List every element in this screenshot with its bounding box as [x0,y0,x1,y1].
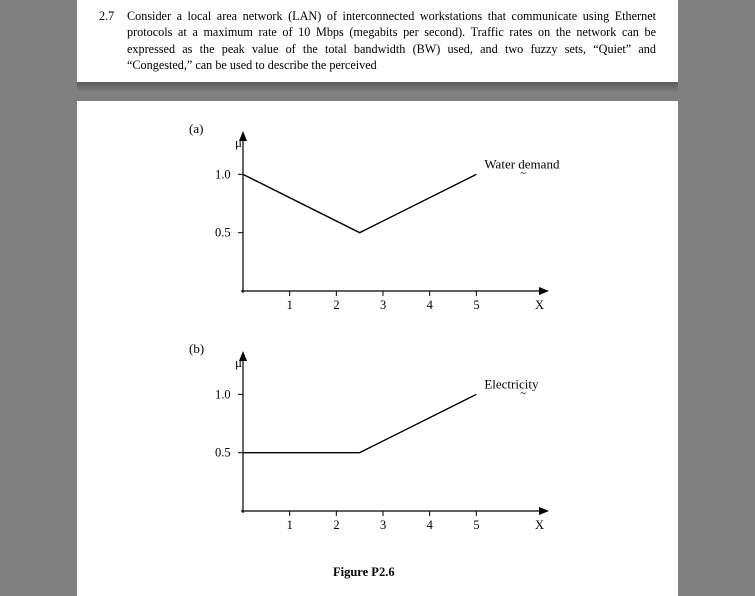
svg-text:5: 5 [473,518,479,532]
svg-text:3: 3 [380,518,386,532]
page-bottom: (a)μ0.51.012345XWater demand~(b)μ0.51.01… [77,101,678,596]
problem-text: Consider a local area network (LAN) of i… [127,8,656,74]
svg-text:~: ~ [520,168,526,179]
svg-text:0.5: 0.5 [215,446,231,460]
problem-number: 2.7 [99,8,127,74]
page-split-shadow [77,82,678,92]
svg-text:1.0: 1.0 [215,167,231,181]
svg-text:2: 2 [333,298,339,312]
figure-svg: (a)μ0.51.012345XWater demand~(b)μ0.51.01… [183,121,573,591]
page-top: 2.7 Consider a local area network (LAN) … [77,0,678,82]
svg-text:1.0: 1.0 [215,387,231,401]
svg-text:5: 5 [473,298,479,312]
figure-p2-6: (a)μ0.51.012345XWater demand~(b)μ0.51.01… [183,121,573,591]
svg-text:2: 2 [333,518,339,532]
svg-text:1: 1 [287,298,293,312]
svg-text:0.5: 0.5 [215,226,231,240]
svg-text:X: X [535,518,544,532]
svg-text:(a): (a) [189,121,203,136]
svg-text:4: 4 [427,298,434,312]
svg-text:4: 4 [427,518,434,532]
svg-text:(b): (b) [189,341,204,356]
svg-text:1: 1 [287,518,293,532]
problem-block: 2.7 Consider a local area network (LAN) … [99,8,656,74]
svg-text:X: X [535,298,544,312]
svg-text:3: 3 [380,298,386,312]
svg-text:Figure P2.6: Figure P2.6 [333,565,395,579]
svg-text:~: ~ [520,388,526,399]
svg-text:Electricity: Electricity [484,376,539,391]
